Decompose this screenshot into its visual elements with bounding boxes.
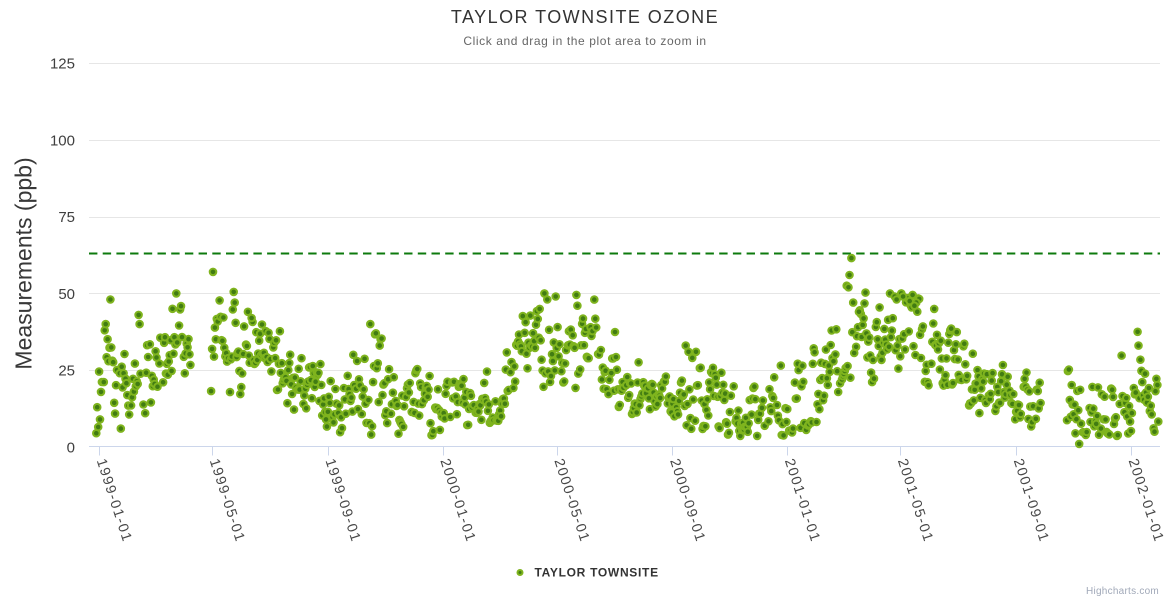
svg-text:100: 100 (50, 132, 75, 149)
svg-text:25: 25 (58, 363, 75, 380)
svg-text:TAYLOR TOWNSITE OZONE: TAYLOR TOWNSITE OZONE (451, 7, 719, 27)
svg-text:Click and drag in the plot are: Click and drag in the plot area to zoom … (463, 34, 706, 48)
svg-text:50: 50 (58, 286, 75, 303)
svg-text:125: 125 (50, 56, 75, 73)
svg-text:0: 0 (67, 440, 75, 457)
svg-text:75: 75 (58, 209, 75, 226)
svg-text:Highcharts.com: Highcharts.com (1086, 586, 1159, 597)
svg-text:TAYLOR TOWNSITE: TAYLOR TOWNSITE (535, 566, 659, 580)
svg-text:Measurements (ppb): Measurements (ppb) (11, 157, 37, 369)
